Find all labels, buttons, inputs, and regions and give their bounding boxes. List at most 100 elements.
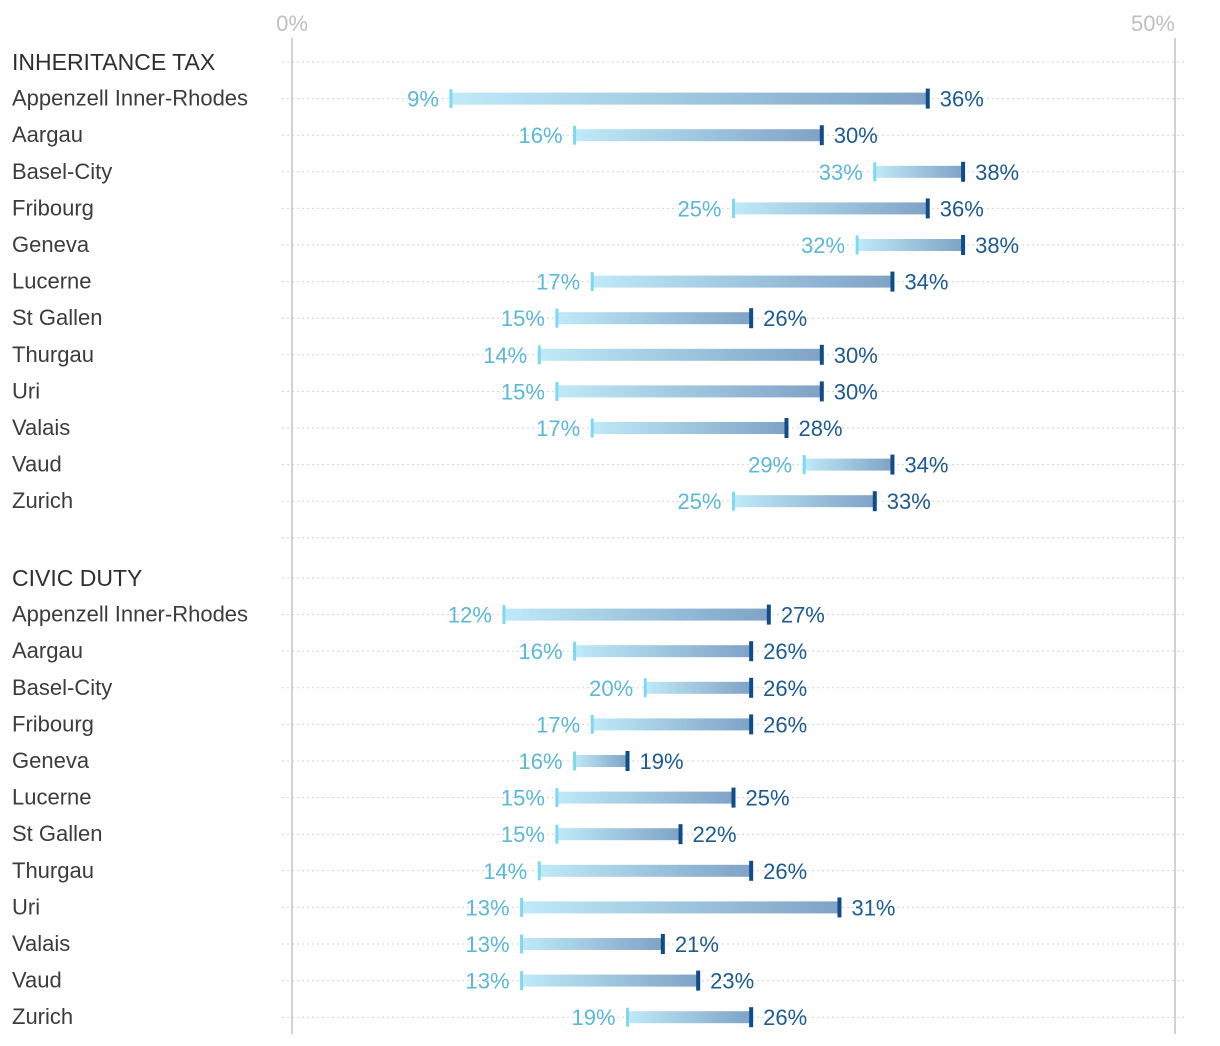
- high-value-label: 25%: [746, 786, 790, 811]
- range-bar: [556, 791, 734, 804]
- row-label: Appenzell Inner-Rhodes: [12, 602, 248, 627]
- row-label: Basel-City: [12, 159, 112, 184]
- row-label: Fribourg: [12, 195, 94, 220]
- high-value-label: 38%: [975, 160, 1019, 185]
- high-marker: [766, 604, 771, 625]
- low-marker: [502, 605, 506, 625]
- low-marker: [449, 89, 453, 109]
- chart-row: Uri 15% 30%: [12, 378, 878, 404]
- range-bar: [592, 275, 893, 288]
- high-marker: [819, 381, 824, 402]
- high-value-label: 26%: [763, 639, 807, 664]
- high-marker: [837, 897, 842, 918]
- row-label: Valais: [12, 931, 70, 956]
- range-bar: [574, 645, 752, 658]
- low-value-label: 13%: [466, 969, 510, 994]
- low-value-label: 9%: [407, 87, 439, 112]
- high-value-label: 26%: [763, 1005, 807, 1030]
- high-value-label: 36%: [940, 196, 984, 221]
- low-marker: [555, 788, 559, 808]
- high-marker: [961, 161, 966, 182]
- low-marker: [732, 491, 735, 511]
- high-marker: [819, 344, 824, 365]
- low-value-label: 25%: [677, 196, 721, 221]
- chart-row: Fribourg 25% 36%: [12, 195, 984, 221]
- low-value-label: 15%: [501, 786, 545, 811]
- low-marker: [537, 861, 541, 881]
- high-value-label: 19%: [640, 749, 684, 774]
- chart-row: St Gallen 15% 22%: [12, 821, 737, 847]
- low-value-label: 14%: [483, 859, 527, 884]
- high-value-label: 34%: [904, 270, 948, 295]
- low-value-label: 15%: [501, 822, 545, 847]
- chart-row: Zurich 25% 33%: [12, 488, 931, 514]
- row-label: Thurgau: [12, 858, 94, 883]
- range-bar: [574, 129, 822, 142]
- chart-row: Valais 17% 28%: [12, 415, 843, 441]
- low-value-label: 14%: [483, 343, 527, 368]
- low-value-label: 33%: [819, 160, 863, 185]
- range-bar: [556, 312, 752, 325]
- low-value-label: 32%: [801, 233, 845, 258]
- row-label: Lucerne: [12, 269, 92, 294]
- high-value-label: 38%: [975, 233, 1019, 258]
- row-label: Aargau: [12, 122, 83, 147]
- low-marker: [643, 678, 647, 698]
- low-marker: [520, 897, 524, 917]
- high-value-label: 22%: [693, 822, 737, 847]
- low-value-label: 17%: [536, 712, 580, 737]
- range-bar: [733, 495, 875, 508]
- chart-row: Appenzell Inner-Rhodes 9% 36%: [12, 86, 984, 112]
- high-marker: [749, 1007, 754, 1028]
- chart-row: Lucerne 15% 25%: [12, 785, 790, 811]
- high-marker: [890, 271, 895, 292]
- chart-row: Lucerne 17% 34%: [12, 269, 948, 295]
- chart-row: Thurgau 14% 30%: [12, 342, 878, 368]
- high-value-label: 28%: [798, 416, 842, 441]
- x-axis: 0% 50%: [276, 11, 1176, 1034]
- range-bar: [733, 202, 928, 215]
- low-value-label: 17%: [536, 416, 580, 441]
- high-value-label: 21%: [675, 932, 719, 957]
- low-value-label: 17%: [536, 270, 580, 295]
- low-value-label: 13%: [466, 932, 510, 957]
- low-marker: [555, 381, 559, 401]
- high-marker: [696, 970, 701, 991]
- high-marker: [749, 308, 754, 329]
- chart-row: Vaud 13% 23%: [12, 968, 754, 994]
- chart-rows: INHERITANCE TAX Appenzell Inner-Rhodes 9% 3…: [12, 49, 1019, 1030]
- low-marker: [590, 714, 594, 734]
- high-marker: [731, 787, 736, 808]
- low-value-label: 15%: [501, 379, 545, 404]
- high-marker: [925, 88, 930, 109]
- low-value-label: 12%: [448, 603, 492, 628]
- low-value-label: 25%: [677, 489, 721, 514]
- high-value-label: 30%: [834, 123, 878, 148]
- range-bar: [574, 755, 628, 767]
- high-marker: [784, 418, 789, 438]
- row-label: Uri: [12, 378, 40, 403]
- high-marker: [925, 198, 930, 219]
- low-value-label: 16%: [519, 123, 563, 148]
- range-bar: [539, 348, 822, 361]
- low-marker: [520, 971, 524, 991]
- high-marker: [890, 454, 895, 475]
- row-label: St Gallen: [12, 305, 103, 330]
- low-marker: [626, 1007, 630, 1027]
- row-label: Zurich: [12, 488, 73, 513]
- low-value-label: 19%: [571, 1005, 615, 1030]
- range-bar: [521, 938, 663, 950]
- high-value-label: 33%: [887, 489, 931, 514]
- high-value-label: 34%: [904, 453, 948, 478]
- high-value-label: 23%: [710, 969, 754, 994]
- range-bar: [592, 718, 752, 731]
- high-value-label: 31%: [851, 895, 895, 920]
- low-value-label: 20%: [589, 676, 633, 701]
- range-bar: [521, 974, 699, 987]
- low-marker: [573, 751, 577, 771]
- high-marker: [749, 677, 754, 698]
- high-marker: [660, 934, 665, 954]
- row-label: Aargau: [12, 638, 83, 663]
- range-bar: [857, 239, 964, 251]
- high-value-label: 26%: [763, 306, 807, 331]
